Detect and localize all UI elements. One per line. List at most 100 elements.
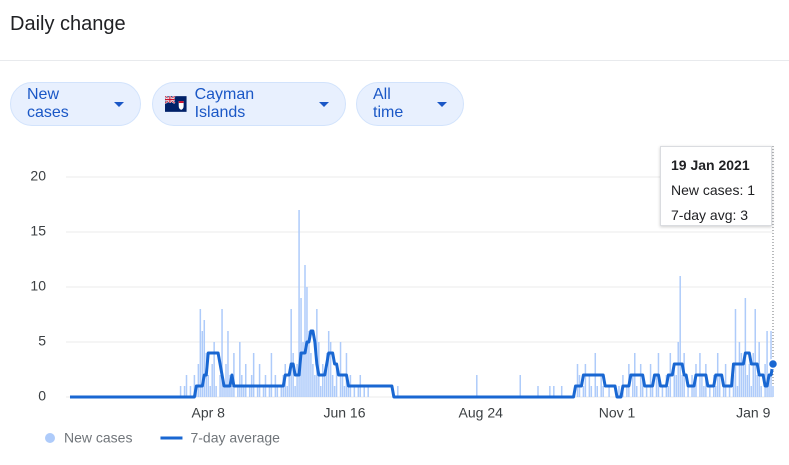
bar [189, 386, 192, 397]
bar [724, 364, 727, 397]
bar [618, 386, 620, 397]
bar [728, 386, 731, 397]
legend-swatch [45, 433, 55, 443]
bar [245, 364, 247, 397]
x-tick-label: Jan 9 [736, 405, 770, 421]
x-tick-label: Nov 1 [599, 405, 636, 421]
bar [325, 353, 328, 397]
bar [221, 309, 223, 397]
bar [219, 375, 221, 397]
bar [276, 386, 279, 397]
bar [748, 364, 751, 397]
bar [286, 386, 288, 397]
bar [310, 353, 312, 397]
bar [537, 386, 539, 397]
location-dropdown[interactable]: Cayman Islands [152, 82, 346, 126]
bar [258, 364, 261, 397]
bar [639, 364, 642, 397]
x-tick-label: Jun 16 [323, 405, 365, 421]
x-tick-label: Apr 8 [191, 405, 225, 421]
bar [645, 386, 648, 397]
bar [248, 386, 251, 397]
bar [329, 342, 332, 397]
bar [353, 386, 356, 397]
bar [213, 342, 215, 397]
bar [740, 353, 743, 397]
tooltip-date: 19 Jan 2021 [671, 157, 750, 173]
bar [302, 342, 304, 397]
bar [207, 375, 209, 397]
bar [268, 386, 271, 397]
page-title: Daily change [10, 13, 126, 35]
line [70, 329, 775, 399]
bar [703, 386, 705, 397]
bar [343, 386, 346, 397]
bar [722, 386, 725, 397]
bar [197, 364, 200, 397]
bar [292, 353, 294, 397]
bar [600, 375, 602, 397]
bar [203, 320, 206, 397]
hover-point [767, 358, 779, 370]
legend-label: New cases [64, 430, 132, 446]
x-tick-label: Aug 24 [459, 405, 504, 421]
caret [319, 101, 329, 107]
bar [256, 386, 259, 397]
bar [641, 375, 644, 397]
bar [335, 364, 338, 397]
bar [588, 375, 591, 397]
bar [756, 375, 758, 397]
bar [367, 386, 369, 397]
bar [347, 386, 350, 397]
bar [590, 386, 593, 397]
bar [584, 364, 587, 397]
bar [632, 375, 634, 397]
chip-label: New cases [27, 86, 69, 121]
bar [363, 386, 365, 397]
bar [742, 364, 745, 397]
divider [0, 60, 789, 61]
bar [626, 386, 628, 397]
bar [750, 386, 753, 397]
bar [231, 386, 233, 397]
bar [768, 375, 770, 397]
bar [331, 375, 334, 397]
bar [339, 342, 342, 397]
bar [333, 386, 336, 397]
y-tick-label: 15 [30, 223, 46, 239]
bar [675, 375, 677, 397]
bar [736, 386, 739, 397]
caret [114, 101, 124, 107]
bar [677, 342, 679, 397]
bar [752, 353, 755, 397]
bar [227, 331, 229, 397]
bar [679, 276, 681, 397]
bar [754, 309, 756, 397]
bar [323, 375, 326, 397]
bar [225, 364, 227, 397]
bar [312, 364, 314, 397]
legend-label: 7-day average [190, 430, 280, 446]
range-dropdown[interactable]: All time [356, 82, 464, 126]
metric-dropdown[interactable]: New cases [10, 82, 141, 126]
bar [738, 342, 741, 397]
bar [701, 375, 703, 397]
bar [239, 342, 241, 397]
bar [596, 386, 598, 397]
bar [560, 386, 563, 397]
chip-label: Cayman Islands [194, 86, 255, 121]
bar [576, 364, 579, 397]
bar [553, 386, 555, 397]
bar [223, 386, 225, 397]
tooltip-line: New cases: 1 [671, 182, 756, 198]
bar [211, 364, 213, 397]
bar [687, 386, 689, 397]
bar [341, 375, 344, 397]
bar [201, 331, 204, 397]
bar [766, 331, 768, 397]
bar [215, 386, 217, 397]
bar [673, 364, 676, 397]
bar [294, 386, 296, 397]
y-tick-label: 5 [38, 333, 46, 349]
